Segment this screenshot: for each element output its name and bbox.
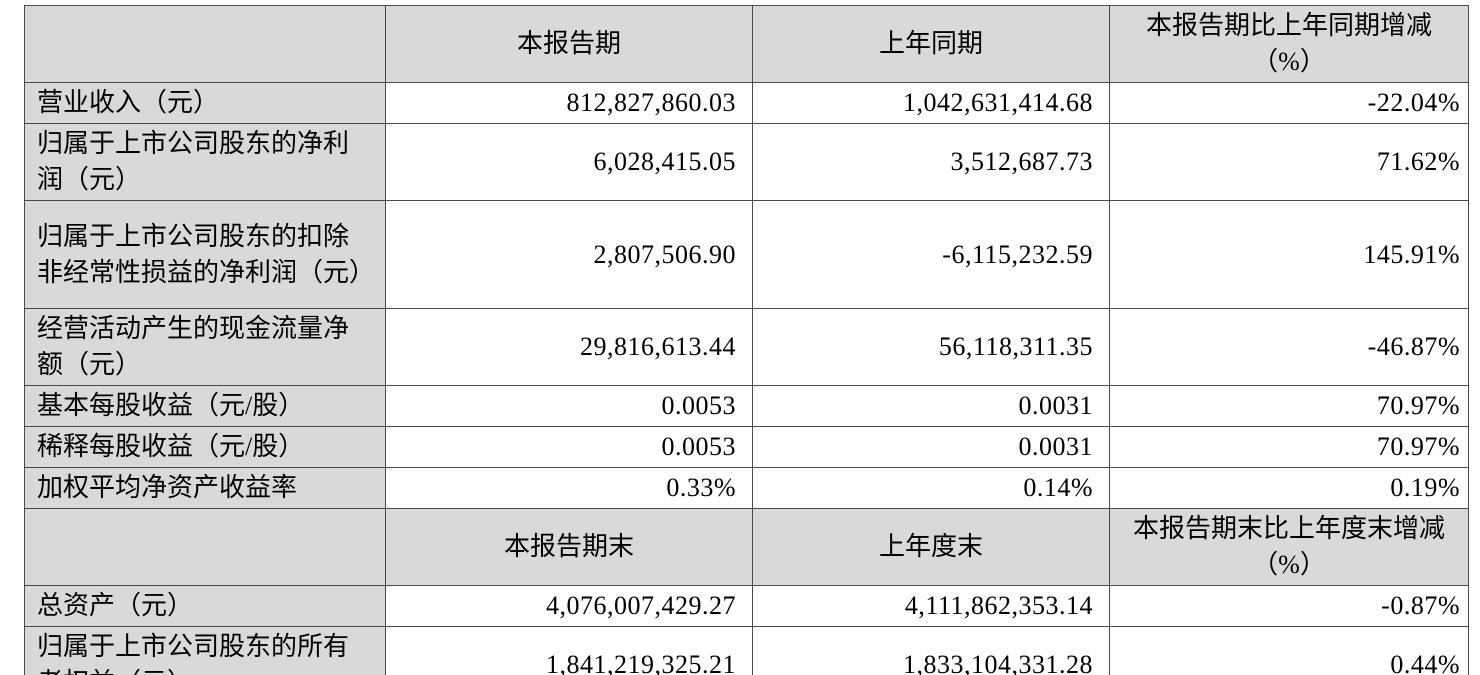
prior-period-value: 0.14% bbox=[752, 467, 1110, 509]
current-period-value: 2,807,506.90 bbox=[385, 200, 753, 309]
row-label: 归属于上市公司股东的扣除非经常性损益的净利润（元） bbox=[24, 200, 386, 309]
table-row-net-profit-excl-nonrecurring: 归属于上市公司股东的扣除非经常性损益的净利润（元） 2,807,506.90 -… bbox=[24, 200, 1469, 309]
row-label: 归属于上市公司股东的所有者权益（元） bbox=[24, 626, 386, 675]
header-empty-cell bbox=[24, 5, 386, 83]
prior-period-value: -6,115,232.59 bbox=[752, 200, 1110, 309]
table-header-row-period-end: 本报告期末 上年度末 本报告期末比上年度末增减（%） bbox=[24, 508, 1469, 586]
current-period-value: 29,816,613.44 bbox=[385, 308, 753, 386]
change-value: 0.44% bbox=[1109, 626, 1469, 675]
table-row-weighted-avg-roe: 加权平均净资产收益率 0.33% 0.14% 0.19% bbox=[24, 467, 1469, 509]
header-period-change: 本报告期比上年同期增减（%） bbox=[1109, 5, 1469, 83]
row-label: 经营活动产生的现金流量净额（元） bbox=[24, 308, 386, 386]
row-label: 基本每股收益（元/股） bbox=[24, 385, 386, 427]
table-row-basic-eps: 基本每股收益（元/股） 0.0053 0.0031 70.97% bbox=[24, 385, 1469, 427]
prior-period-value: 0.0031 bbox=[752, 426, 1110, 468]
row-label: 加权平均净资产收益率 bbox=[24, 467, 386, 509]
change-value: -46.87% bbox=[1109, 308, 1469, 386]
change-value: -0.87% bbox=[1109, 585, 1469, 627]
row-label: 总资产（元） bbox=[24, 585, 386, 627]
header-current-period: 本报告期 bbox=[385, 5, 753, 83]
table-row-shareholders-equity: 归属于上市公司股东的所有者权益（元） 1,841,219,325.21 1,83… bbox=[24, 626, 1469, 675]
change-value: -22.04% bbox=[1109, 82, 1469, 124]
current-period-value: 6,028,415.05 bbox=[385, 123, 753, 201]
current-period-value: 0.33% bbox=[385, 467, 753, 509]
table-row-operating-cash-flow: 经营活动产生的现金流量净额（元） 29,816,613.44 56,118,31… bbox=[24, 308, 1469, 386]
prior-period-value: 0.0031 bbox=[752, 385, 1110, 427]
row-label: 稀释每股收益（元/股） bbox=[24, 426, 386, 468]
table-row-net-profit: 归属于上市公司股东的净利润（元） 6,028,415.05 3,512,687.… bbox=[24, 123, 1469, 201]
header-current-period-end: 本报告期末 bbox=[385, 508, 753, 586]
prior-period-value: 56,118,311.35 bbox=[752, 308, 1110, 386]
financial-summary-table: 本报告期 上年同期 本报告期比上年同期增减（%） 营业收入（元） 812,827… bbox=[24, 5, 1469, 675]
header-prior-year-end: 上年度末 bbox=[752, 508, 1110, 586]
change-value: 145.91% bbox=[1109, 200, 1469, 309]
header-prior-period: 上年同期 bbox=[752, 5, 1110, 83]
table-row-diluted-eps: 稀释每股收益（元/股） 0.0053 0.0031 70.97% bbox=[24, 426, 1469, 468]
header-period-end-change: 本报告期末比上年度末增减（%） bbox=[1109, 508, 1469, 586]
prior-period-value: 1,833,104,331.28 bbox=[752, 626, 1110, 675]
change-value: 70.97% bbox=[1109, 426, 1469, 468]
current-period-value: 1,841,219,325.21 bbox=[385, 626, 753, 675]
change-value: 0.19% bbox=[1109, 467, 1469, 509]
header-empty-cell bbox=[24, 508, 386, 586]
table-header-row-period: 本报告期 上年同期 本报告期比上年同期增减（%） bbox=[24, 5, 1469, 83]
table-row-operating-revenue: 营业收入（元） 812,827,860.03 1,042,631,414.68 … bbox=[24, 82, 1469, 124]
row-label: 营业收入（元） bbox=[24, 82, 386, 124]
row-label: 归属于上市公司股东的净利润（元） bbox=[24, 123, 386, 201]
current-period-value: 4,076,007,429.27 bbox=[385, 585, 753, 627]
prior-period-value: 3,512,687.73 bbox=[752, 123, 1110, 201]
table-row-total-assets: 总资产（元） 4,076,007,429.27 4,111,862,353.14… bbox=[24, 585, 1469, 627]
change-value: 71.62% bbox=[1109, 123, 1469, 201]
prior-period-value: 4,111,862,353.14 bbox=[752, 585, 1110, 627]
current-period-value: 0.0053 bbox=[385, 426, 753, 468]
current-period-value: 812,827,860.03 bbox=[385, 82, 753, 124]
change-value: 70.97% bbox=[1109, 385, 1469, 427]
prior-period-value: 1,042,631,414.68 bbox=[752, 82, 1110, 124]
current-period-value: 0.0053 bbox=[385, 385, 753, 427]
